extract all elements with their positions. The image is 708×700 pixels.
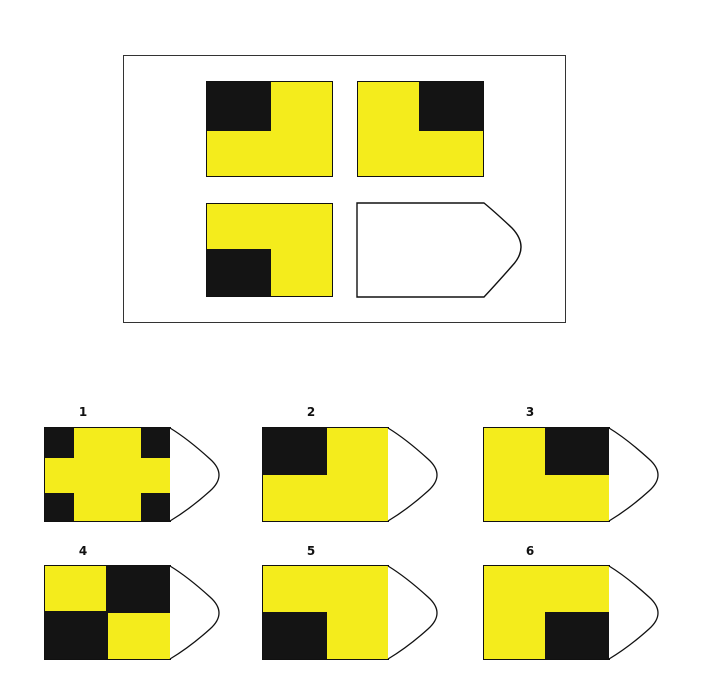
black-square — [545, 612, 609, 659]
option-label-4: 4 — [78, 544, 88, 558]
option-label-6: 6 — [525, 544, 535, 558]
option-label-1: 1 — [78, 405, 88, 419]
black-square — [263, 612, 327, 659]
option-tile — [44, 427, 171, 522]
black-square — [45, 428, 74, 458]
black-square — [141, 493, 170, 521]
black-square — [545, 428, 609, 475]
black-square — [207, 82, 271, 131]
option-label-5: 5 — [306, 544, 316, 558]
matrix-tile-bottom-left — [206, 203, 333, 297]
option-tile — [483, 565, 610, 660]
option-1[interactable] — [44, 427, 224, 523]
black-square — [207, 249, 271, 296]
option-label-2: 2 — [306, 405, 316, 419]
option-3[interactable] — [483, 427, 663, 523]
problem-matrix — [123, 55, 566, 323]
matrix-tile-top-left — [206, 81, 333, 177]
option-tile — [262, 565, 389, 660]
matrix-tile-top-right — [357, 81, 484, 177]
black-square — [141, 428, 170, 458]
option-2[interactable] — [262, 427, 442, 523]
option-tile — [44, 565, 171, 660]
option-label-3: 3 — [525, 405, 535, 419]
arrow-tip — [387, 565, 438, 660]
arrow-tip — [169, 565, 220, 660]
black-square — [263, 428, 327, 475]
option-tile — [483, 427, 610, 522]
black-square — [45, 611, 108, 659]
arrow-tip — [608, 427, 659, 522]
option-tile — [262, 427, 389, 522]
option-6[interactable] — [483, 565, 663, 661]
arrow-tip — [608, 565, 659, 660]
arrow-tip — [387, 427, 438, 522]
arrow-tip — [169, 427, 220, 522]
option-5[interactable] — [262, 565, 442, 661]
black-square — [106, 566, 170, 613]
option-4[interactable] — [44, 565, 224, 661]
black-square — [419, 82, 483, 131]
black-square — [45, 493, 74, 521]
